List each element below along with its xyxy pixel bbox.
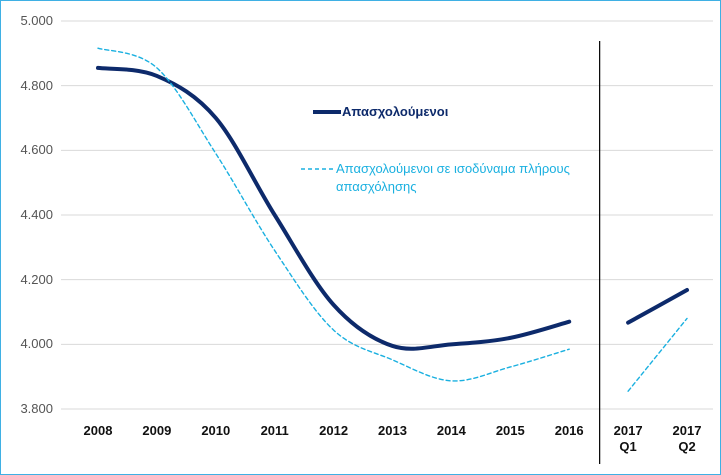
x-tick-label: 2015 (495, 423, 525, 438)
x-tick-label: 2016 (554, 423, 584, 438)
y-tick-label: 4.800 (20, 77, 53, 93)
x-tick-label: 2008 (83, 423, 113, 438)
x-tick-label: 2012 (319, 423, 349, 438)
y-tick-label: 3.800 (20, 401, 53, 416)
x-tick-label: 2013 (378, 423, 407, 438)
x-tick-label: 2011 (260, 423, 289, 438)
series-line (627, 317, 688, 392)
y-tick-label: 4.600 (20, 142, 53, 158)
legend-label: Απασχολούμενοι (342, 104, 449, 119)
x-tick-label: 2017 Q2 (672, 423, 702, 454)
y-tick-label: 4.000 (20, 336, 53, 352)
y-tick-label: 5.000 (20, 13, 53, 28)
series-line (97, 47, 570, 382)
x-tick-label: 2017 Q1 (613, 423, 643, 454)
y-tick-label: 4.400 (20, 207, 53, 222)
x-tick-label: 2010 (201, 423, 231, 438)
legend-label: Απασχολούμενοι σε ισοδύναμα πλήρους απασ… (336, 161, 570, 194)
x-tick-label: 2014 (436, 423, 466, 438)
series-line (96, 65, 572, 351)
x-tick-label: 2009 (142, 423, 172, 438)
y-tick-label: 4.200 (20, 271, 53, 287)
series-line (626, 288, 689, 325)
